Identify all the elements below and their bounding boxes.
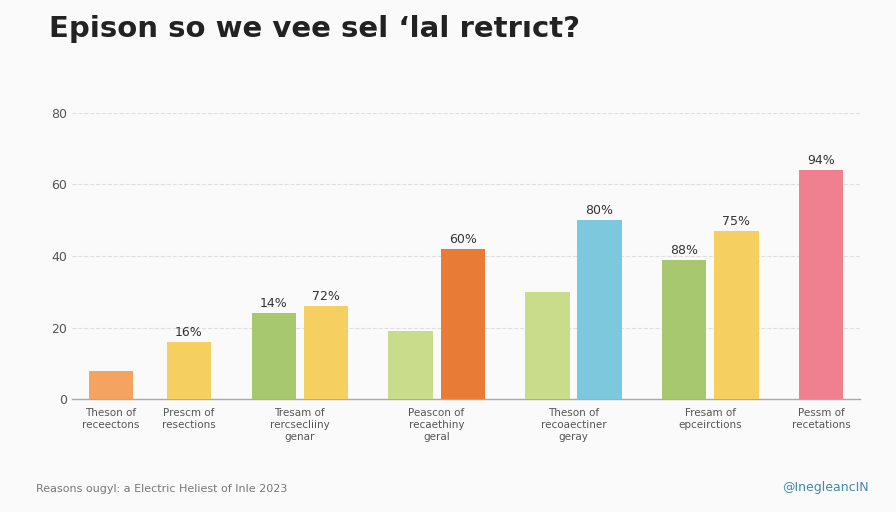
Bar (714, 231, 759, 399)
Text: 80%: 80% (585, 204, 614, 217)
Text: 94%: 94% (807, 154, 835, 167)
Bar (388, 331, 433, 399)
Text: @InegleancIN: @InegleancIN (782, 481, 869, 494)
Bar (577, 220, 622, 399)
Bar (252, 313, 296, 399)
Text: 60%: 60% (449, 233, 477, 246)
Bar (525, 292, 570, 399)
Bar (167, 342, 211, 399)
Bar (799, 170, 843, 399)
Text: Epison so we vee sel ‘lal retrıct?: Epison so we vee sel ‘lal retrıct? (49, 15, 581, 44)
Text: 72%: 72% (312, 290, 340, 303)
Text: 75%: 75% (722, 215, 750, 228)
Text: 14%: 14% (260, 297, 288, 310)
Bar (441, 249, 485, 399)
Text: 88%: 88% (670, 244, 698, 257)
Bar (662, 260, 706, 399)
Text: Reasons ougyl: a Electric Heliest of Inle 2023: Reasons ougyl: a Electric Heliest of Inl… (36, 484, 288, 494)
Text: 16%: 16% (175, 326, 202, 339)
Bar (89, 371, 133, 399)
Bar (304, 306, 348, 399)
